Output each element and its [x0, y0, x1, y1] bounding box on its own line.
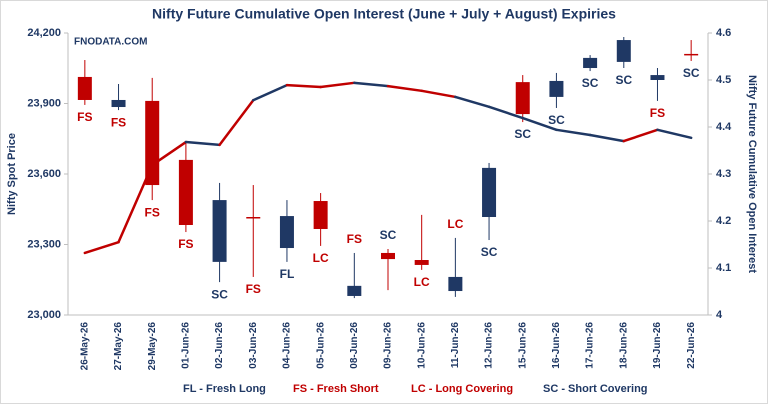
oi-line-segment — [218, 98, 255, 147]
oi-line-segment — [319, 81, 356, 89]
oi-line-segment — [487, 105, 524, 120]
signal-label: LC — [313, 251, 329, 265]
x-tick-label: 08-Jun-26 — [349, 322, 360, 369]
signal-label: LC — [447, 217, 463, 231]
legend-entry: FL - Fresh Long — [183, 383, 266, 395]
y-axis-title: Nifty Spot Price — [6, 133, 18, 215]
x-tick-label: 29-May-26 — [147, 322, 158, 371]
signal-label: FL — [280, 267, 295, 281]
y2-tick-label: 4.3 — [716, 168, 731, 180]
oi-line-segment — [285, 83, 322, 89]
signal-label: SC — [380, 228, 397, 242]
oi-line-segment — [454, 95, 491, 109]
oi-line-segment — [353, 81, 390, 88]
oi-line-segment — [386, 84, 423, 93]
signal-label: SC — [615, 73, 632, 87]
x-tick-label: 18-Jun-26 — [618, 322, 629, 369]
y2-tick-label: 4.6 — [716, 27, 731, 39]
y2-tick-label: 4.5 — [716, 74, 731, 86]
chart-title: Nifty Future Cumulative Open Interest (J… — [152, 6, 616, 22]
candle-body — [650, 75, 665, 80]
candle-body — [616, 40, 631, 62]
candle-body — [684, 53, 699, 56]
signal-label: SC — [211, 287, 228, 301]
signal-label: SC — [548, 113, 565, 127]
x-tick-label: 11-Jun-26 — [450, 322, 461, 369]
legend-entry: SC - Short Covering — [543, 383, 648, 395]
signal-label: SC — [481, 245, 498, 259]
y2-tick-label: 4 — [716, 309, 723, 321]
candle-body — [145, 100, 160, 186]
y-tick-label: 23,300 — [27, 238, 61, 250]
oi-line-segment — [420, 89, 457, 99]
candle-body — [178, 159, 193, 225]
oi-line-segment — [83, 240, 120, 255]
candle-body — [414, 260, 429, 265]
oi-line-segment — [656, 128, 693, 140]
signal-label: FS — [650, 106, 665, 120]
candle-body — [212, 200, 227, 262]
candle-body — [381, 252, 395, 260]
x-tick-label: 03-Jun-26 — [248, 322, 259, 369]
x-tick-label: 02-Jun-26 — [214, 322, 225, 369]
y2-tick-label: 4.1 — [716, 262, 731, 274]
x-tick-label: 22-Jun-26 — [686, 322, 697, 369]
x-tick-label: 17-Jun-26 — [585, 322, 596, 369]
oi-line-segment — [521, 116, 558, 132]
signal-label: FS — [77, 110, 92, 124]
legend-entry: FS - Fresh Short — [293, 383, 379, 395]
oi-line-segment — [555, 128, 592, 137]
y2-tick-label: 4.2 — [716, 215, 731, 227]
x-tick-label: 15-Jun-26 — [517, 322, 528, 369]
oi-line-segment — [184, 140, 221, 147]
watermark: FNODATA.COM — [74, 37, 148, 48]
y-tick-label: 23,000 — [27, 309, 61, 321]
y2-axis-title: Nifty Future Cumulative Open Interest — [746, 75, 758, 273]
candle-body — [515, 82, 530, 115]
signal-label: SC — [582, 76, 599, 90]
oi-line-segment — [622, 128, 659, 143]
candle-body — [246, 217, 261, 219]
signal-label: LC — [414, 275, 430, 289]
signal-label: SC — [514, 127, 531, 141]
oi-line-segment — [252, 83, 289, 102]
x-tick-label: 12-Jun-26 — [484, 322, 495, 369]
x-tick-label: 10-Jun-26 — [416, 322, 427, 369]
candle-body — [482, 167, 497, 218]
signal-label: FS — [347, 232, 362, 246]
signal-label: FS — [111, 115, 126, 129]
candle-body — [111, 99, 126, 108]
y-tick-label: 24,200 — [27, 27, 61, 39]
candle-body — [279, 216, 294, 249]
signal-label: FS — [145, 205, 160, 219]
x-tick-label: 26-May-26 — [79, 322, 90, 371]
x-tick-label: 05-Jun-26 — [315, 322, 326, 369]
y2-tick-label: 4.4 — [716, 121, 732, 133]
y-tick-label: 23,900 — [27, 97, 61, 109]
candle-body — [77, 76, 92, 100]
x-tick-label: 16-Jun-26 — [551, 322, 562, 369]
candle-body — [448, 276, 463, 292]
x-tick-label: 04-Jun-26 — [282, 322, 293, 369]
candle-body — [347, 285, 362, 296]
y-tick-label: 23,600 — [27, 168, 61, 180]
signal-label: FS — [246, 282, 261, 296]
signal-label: FS — [178, 237, 193, 251]
candle-body — [583, 57, 598, 69]
candle-body — [313, 201, 328, 229]
x-tick-label: 01-Jun-26 — [181, 322, 192, 369]
candle-body — [549, 80, 564, 97]
oi-line-segment — [588, 133, 626, 143]
x-tick-label: 27-May-26 — [113, 322, 124, 371]
oi-line-segment — [117, 163, 154, 244]
signal-label: SC — [683, 66, 700, 80]
legend-entry: LC - Long Covering — [411, 383, 513, 395]
x-tick-label: 19-Jun-26 — [652, 322, 663, 369]
x-tick-label: 09-Jun-26 — [383, 322, 394, 369]
oi-line-segment — [150, 140, 188, 167]
